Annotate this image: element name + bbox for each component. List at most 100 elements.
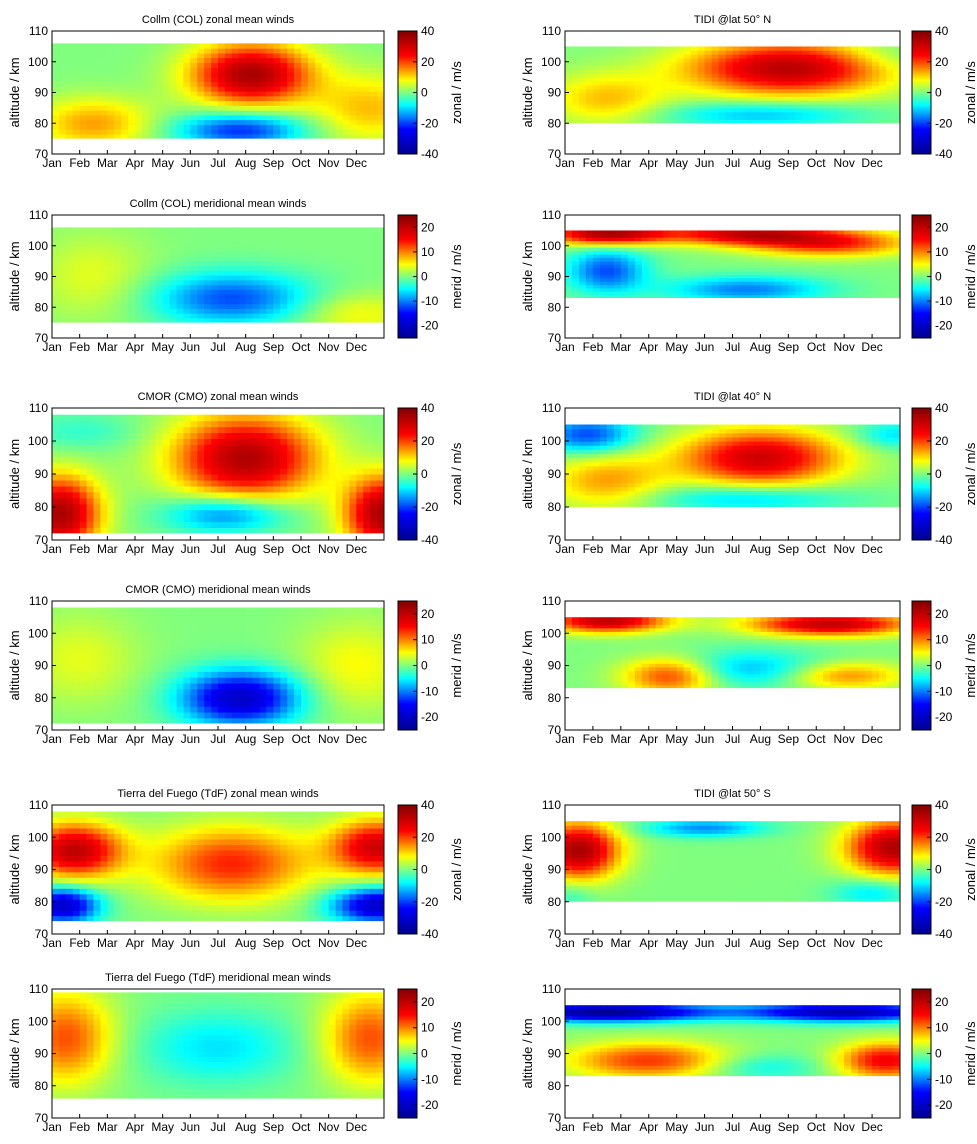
heatmap-cell [197,474,205,481]
heatmap-cell [865,294,873,299]
heatmap-cell [211,48,219,54]
heatmap-cell [121,265,129,271]
heatmap-cell [79,294,88,300]
heatmap-cell [224,227,233,233]
heatmap-cell [816,65,824,71]
heatmap-cell [370,119,378,125]
heatmap-cell [259,251,268,257]
heatmap-cell [893,257,900,262]
heatmap-cell [314,48,323,54]
heatmap-cell [571,274,580,279]
heatmap-cell [328,509,337,517]
heatmap-cell [565,80,573,86]
heatmap-cell [363,289,371,295]
heatmap-cell [72,444,81,451]
heatmap-cell [328,90,337,97]
heatmap-cell [349,474,357,481]
heatmap-cell [252,479,261,487]
heatmap-cell [86,67,95,73]
heatmap-cell [578,69,587,74]
heatmap-cell [100,105,108,111]
heatmap-cell [141,313,150,319]
heatmap-cell [606,65,615,71]
heatmap-cell [697,111,706,117]
heatmap-cell [197,274,205,281]
heatmap-cell [86,485,95,493]
heatmap-cell [565,57,573,63]
heatmap-cell [795,247,803,252]
heatmap-cell [321,521,330,529]
heatmap-cell [732,233,741,238]
heatmap-cell [858,69,866,74]
heatmap-cell [620,237,629,242]
heatmap-cell [683,80,692,86]
heatmap-cell [155,52,164,59]
heatmap-cell [739,50,748,55]
heatmap-cell [669,111,678,117]
heatmap-cell [676,230,685,235]
heatmap-cell [211,270,219,276]
heatmap-cell [592,77,601,82]
y-tick-label: 90 [35,86,49,100]
heatmap-cell [816,270,824,275]
heatmap-cell [578,107,587,113]
heatmap-cell [788,119,796,124]
heatmap-cell [718,247,727,252]
heatmap-cell [565,119,573,124]
heatmap-cell [280,527,288,534]
heatmap-cell [585,284,594,289]
heatmap-cell [349,110,357,116]
heatmap-cell [114,303,122,309]
heatmap-cell [301,114,309,121]
heatmap-cell [280,43,288,49]
heatmap-cell [121,284,129,290]
x-tick-label: Feb [69,156,90,170]
heatmap-cell [823,104,831,109]
heatmap-cell [328,503,337,511]
heatmap-cell [238,270,247,276]
heatmap-cell [287,521,295,529]
heatmap-cell [86,232,95,238]
colorbar-tick-label: -20 [421,319,439,333]
heatmap-cell [301,414,309,422]
heatmap-cell [183,86,191,92]
heatmap-cell [571,291,580,296]
heatmap-cell [211,313,219,319]
heatmap-cell [760,111,768,117]
heatmap-cell [370,90,378,97]
y-tick-label: 90 [548,270,562,284]
heatmap-cell [718,61,727,67]
heatmap-cell [613,257,622,262]
heatmap-cell [231,232,240,238]
heatmap-cell [52,133,60,139]
heatmap-cell [335,133,344,139]
heatmap-cell [287,303,295,309]
heatmap-cell [183,294,191,300]
heatmap-cell [363,317,371,323]
heatmap-cell [218,509,226,517]
heatmap-cell [718,46,727,51]
heatmap-cell [307,52,316,59]
heatmap-cell [802,274,810,279]
heatmap-cell [294,81,302,87]
heatmap-cell [197,485,205,493]
heatmap-cell [349,81,357,87]
heatmap-cell [65,81,74,87]
heatmap-cell [788,274,796,279]
heatmap-cell [79,81,88,87]
heatmap-cell [599,115,608,120]
heatmap-cell [565,61,573,67]
heatmap-cell [606,61,615,67]
heatmap-cell [169,62,178,68]
heatmap-cell [872,237,880,242]
heatmap-cell [669,96,678,101]
heatmap-cell [335,81,344,87]
heatmap-cell [52,479,60,487]
heatmap-cell [162,119,171,125]
heatmap-cell [599,111,608,117]
heatmap-cell [865,92,873,97]
heatmap-cell [259,317,268,323]
heatmap-cell [725,119,734,124]
heatmap-cell [314,479,323,487]
heatmap-cell [176,479,185,487]
